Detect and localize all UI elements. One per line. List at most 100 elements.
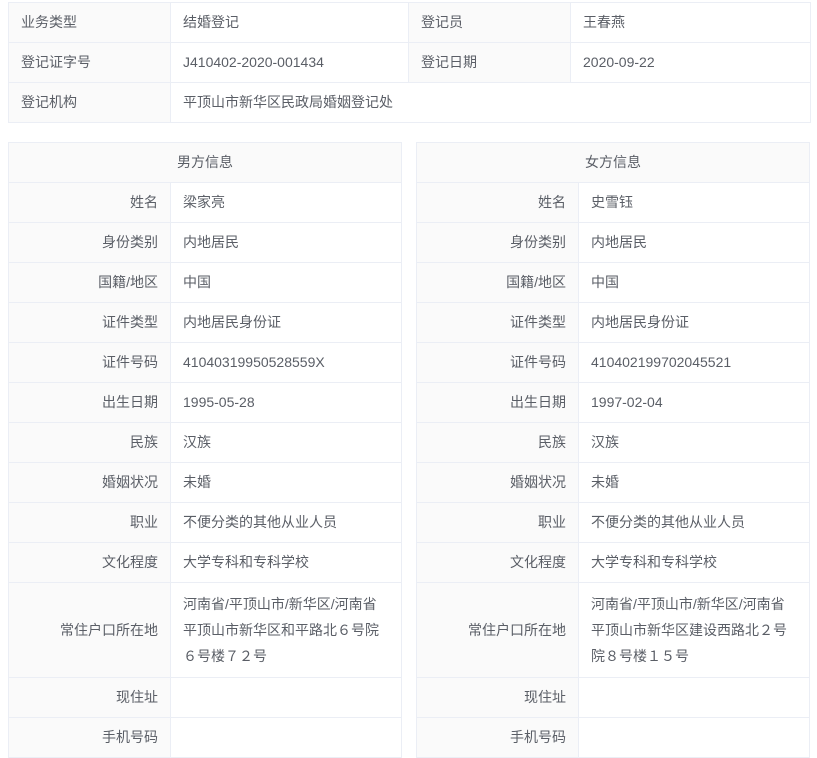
table-row: 身份类别 内地居民	[416, 222, 810, 263]
male-field-label: 身份类别	[8, 222, 171, 263]
table-row: 常住户口所在地 河南省/平顶山市/新华区/河南省平顶山市新华区建设西路北２号院８号…	[416, 582, 810, 678]
male-field-label: 职业	[8, 502, 171, 543]
male-field-value: 河南省/平顶山市/新华区/河南省平顶山市新华区和平路北６号院６号楼７２号	[170, 582, 402, 678]
female-field-value: 不便分类的其他从业人员	[578, 502, 810, 543]
table-row: 国籍/地区 中国	[416, 262, 810, 303]
male-table-body: 男方信息 姓名 梁家亮 身份类别 内地居民 国籍/地区 中国 证件类型 内地居民身份证 证件号码 4…	[8, 142, 402, 758]
table-row: 职业 不便分类的其他从业人员	[416, 502, 810, 543]
male-field-label: 常住户口所在地	[8, 582, 171, 678]
summary-label-registrar: 登记员	[408, 2, 571, 43]
summary-value-business-type: 结婚登记	[170, 2, 409, 43]
female-field-label: 证件号码	[416, 342, 579, 383]
registration-summary-section: 业务类型 结婚登记 登记员 王春燕 登记证字号 J410402-2020-001…	[8, 2, 811, 123]
male-field-value: 内地居民身份证	[170, 302, 402, 343]
table-row: 现住址	[8, 677, 402, 718]
party-information-section: 男方信息 姓名 梁家亮 身份类别 内地居民 国籍/地区 中国 证件类型 内地居民身份证 证件号码 4…	[8, 142, 810, 758]
female-field-label: 常住户口所在地	[416, 582, 579, 678]
female-table-body: 女方信息 姓名 史雪钰 身份类别 内地居民 国籍/地区 中国 证件类型 内地居民身份证 证件号码 4…	[416, 142, 810, 758]
table-row: 出生日期 1997-02-04	[416, 382, 810, 423]
male-field-value: 内地居民	[170, 222, 402, 263]
summary-value-registrar: 王春燕	[570, 2, 811, 43]
table-row: 登记机构 平顶山市新华区民政局婚姻登记处	[8, 82, 811, 123]
table-row: 登记证字号 J410402-2020-001434 登记日期 2020-09-2…	[8, 42, 811, 83]
female-field-value: 河南省/平顶山市/新华区/河南省平顶山市新华区建设西路北２号院８号楼１５号	[578, 582, 810, 678]
summary-label-registration-date: 登记日期	[408, 42, 571, 83]
table-row: 姓名 史雪钰	[416, 182, 810, 223]
female-field-value: 中国	[578, 262, 810, 303]
female-field-value: 汉族	[578, 422, 810, 463]
table-row: 证件类型 内地居民身份证	[416, 302, 810, 343]
female-information-panel: 女方信息 姓名 史雪钰 身份类别 内地居民 国籍/地区 中国 证件类型 内地居民身份证 证件号码 4…	[416, 142, 810, 758]
male-field-label: 国籍/地区	[8, 262, 171, 303]
male-field-label: 姓名	[8, 182, 171, 223]
female-field-label: 民族	[416, 422, 579, 463]
male-field-label: 证件号码	[8, 342, 171, 383]
summary-label-business-type: 业务类型	[8, 2, 171, 43]
summary-value-registration-date: 2020-09-22	[570, 42, 811, 83]
summary-value-certificate-number: J410402-2020-001434	[170, 42, 409, 83]
male-field-value: 未婚	[170, 462, 402, 503]
male-information-table: 男方信息 姓名 梁家亮 身份类别 内地居民 国籍/地区 中国 证件类型 内地居民身份证 证件号码 4…	[8, 142, 402, 758]
table-row: 证件号码 410402199702045521	[416, 342, 810, 383]
table-row: 婚姻状况 未婚	[8, 462, 402, 503]
female-field-value: 内地居民身份证	[578, 302, 810, 343]
female-field-value	[578, 677, 810, 718]
table-row: 民族 汉族	[8, 422, 402, 463]
female-field-value: 史雪钰	[578, 182, 810, 223]
table-row: 证件类型 内地居民身份证	[8, 302, 402, 343]
male-field-value: 大学专科和专科学校	[170, 542, 402, 583]
table-row: 民族 汉族	[416, 422, 810, 463]
female-field-label: 身份类别	[416, 222, 579, 263]
female-field-label: 文化程度	[416, 542, 579, 583]
table-header-row: 女方信息	[416, 142, 810, 183]
male-field-value	[170, 677, 402, 718]
male-field-label: 现住址	[8, 677, 171, 718]
summary-value-institution: 平顶山市新华区民政局婚姻登记处	[170, 82, 811, 123]
male-field-value: 汉族	[170, 422, 402, 463]
table-row: 文化程度 大学专科和专科学校	[416, 542, 810, 583]
table-row: 手机号码	[8, 717, 402, 758]
female-field-label: 职业	[416, 502, 579, 543]
male-information-panel: 男方信息 姓名 梁家亮 身份类别 内地居民 国籍/地区 中国 证件类型 内地居民身份证 证件号码 4…	[8, 142, 402, 758]
table-row: 国籍/地区 中国	[8, 262, 402, 303]
male-field-value	[170, 717, 402, 758]
table-row: 常住户口所在地 河南省/平顶山市/新华区/河南省平顶山市新华区和平路北６号院６号楼…	[8, 582, 402, 678]
female-field-label: 出生日期	[416, 382, 579, 423]
table-row: 证件号码 41040319950528559X	[8, 342, 402, 383]
female-field-label: 国籍/地区	[416, 262, 579, 303]
male-field-label: 婚姻状况	[8, 462, 171, 503]
female-field-label: 现住址	[416, 677, 579, 718]
female-field-value	[578, 717, 810, 758]
table-row: 姓名 梁家亮	[8, 182, 402, 223]
table-row: 文化程度 大学专科和专科学校	[8, 542, 402, 583]
table-header-row: 男方信息	[8, 142, 402, 183]
male-field-value: 41040319950528559X	[170, 342, 402, 383]
table-row: 身份类别 内地居民	[8, 222, 402, 263]
male-field-label: 证件类型	[8, 302, 171, 343]
table-row: 出生日期 1995-05-28	[8, 382, 402, 423]
male-panel-header: 男方信息	[8, 142, 402, 183]
female-field-value: 1997-02-04	[578, 382, 810, 423]
male-field-label: 手机号码	[8, 717, 171, 758]
table-row: 手机号码	[416, 717, 810, 758]
table-row: 婚姻状况 未婚	[416, 462, 810, 503]
table-row: 业务类型 结婚登记 登记员 王春燕	[8, 2, 811, 43]
female-field-label: 证件类型	[416, 302, 579, 343]
female-field-value: 未婚	[578, 462, 810, 503]
female-field-label: 姓名	[416, 182, 579, 223]
summary-label-certificate-number: 登记证字号	[8, 42, 171, 83]
female-field-value: 410402199702045521	[578, 342, 810, 383]
male-field-label: 文化程度	[8, 542, 171, 583]
summary-label-institution: 登记机构	[8, 82, 171, 123]
male-field-value: 梁家亮	[170, 182, 402, 223]
male-field-label: 民族	[8, 422, 171, 463]
female-field-label: 手机号码	[416, 717, 579, 758]
female-field-value: 内地居民	[578, 222, 810, 263]
table-row: 现住址	[416, 677, 810, 718]
female-field-value: 大学专科和专科学校	[578, 542, 810, 583]
registration-summary-table: 业务类型 结婚登记 登记员 王春燕 登记证字号 J410402-2020-001…	[8, 2, 811, 123]
female-field-label: 婚姻状况	[416, 462, 579, 503]
female-information-table: 女方信息 姓名 史雪钰 身份类别 内地居民 国籍/地区 中国 证件类型 内地居民身份证 证件号码 4…	[416, 142, 810, 758]
male-field-value: 1995-05-28	[170, 382, 402, 423]
